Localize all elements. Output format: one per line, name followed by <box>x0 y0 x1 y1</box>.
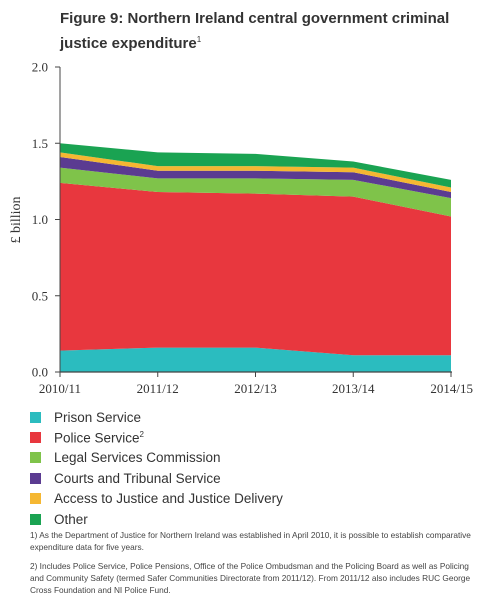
legend-item: Other <box>30 509 283 529</box>
legend-label: Police Service2 <box>54 429 144 446</box>
x-tick-label: 2011/12 <box>137 381 179 396</box>
legend-footnote-marker: 2 <box>139 429 144 439</box>
x-tick-label: 2012/13 <box>234 381 277 396</box>
area-prison-service <box>60 347 451 372</box>
legend-label: Legal Services Commission <box>54 450 221 466</box>
legend-swatch <box>30 411 41 423</box>
chart-areas <box>60 143 451 372</box>
x-ticks: 2010/11 2011/12 2012/13 2013/14 2014/15 <box>39 372 473 396</box>
legend-swatch <box>30 452 41 464</box>
x-tick-label: 2013/14 <box>332 381 375 396</box>
legend-label: Other <box>54 511 88 527</box>
legend-item: Access to Justice and Justice Delivery <box>30 489 283 509</box>
y-tick-label: 0.0 <box>32 365 48 380</box>
area-courts-and-tribunal-service <box>60 156 451 199</box>
y-axis-label: £ billion <box>9 196 24 243</box>
footnote: 2) Includes Police Service, Police Pensi… <box>30 561 471 595</box>
legend-swatch <box>30 513 41 525</box>
legend-label: Access to Justice and Justice Delivery <box>54 491 283 507</box>
footnote: 1) As the Department of Justice for Nort… <box>30 530 471 552</box>
chart-title-text: Figure 9: Northern Ireland central gover… <box>60 10 450 52</box>
chart-legend: Prison Service Police Service2 Legal Servi… <box>30 407 283 529</box>
legend-label: Prison Service <box>54 409 142 425</box>
y-tick-label: 1.0 <box>32 212 48 227</box>
footnotes: 1) As the Department of Justice for Nort… <box>30 529 475 603</box>
legend-label: Courts and Tribunal Service <box>54 470 221 486</box>
legend-item: Courts and Tribunal Service <box>30 468 283 488</box>
legend-swatch <box>30 432 41 444</box>
legend-swatch <box>30 493 41 505</box>
legend-item: Prison Service <box>30 407 283 427</box>
legend-item: Police Service2 <box>30 427 283 447</box>
chart-title: Figure 9: Northern Ireland central gover… <box>60 8 460 54</box>
chart: 0.00.51.01.52.0 2010/11 2011/12 2012/13 201… <box>9 60 473 397</box>
y-tick-label: 2.0 <box>32 60 48 75</box>
y-tick-label: 1.5 <box>32 136 48 151</box>
area-legal-services-commission <box>60 167 451 217</box>
legend-swatch <box>30 472 41 484</box>
legend-item: Legal Services Commission <box>30 448 283 468</box>
x-tick-label: 2014/15 <box>430 381 473 396</box>
chart-title-footnote-marker: 1 <box>196 35 202 44</box>
y-tick-label: 0.5 <box>32 288 48 303</box>
area-other <box>60 143 451 188</box>
area-access-to-justice-and-justice-delivery <box>60 152 451 193</box>
y-ticks: 0.0 0.5 1.0 1.5 2.0 <box>32 60 60 380</box>
area-police-service <box>60 182 451 356</box>
x-tick-label: 2010/11 <box>39 381 81 396</box>
